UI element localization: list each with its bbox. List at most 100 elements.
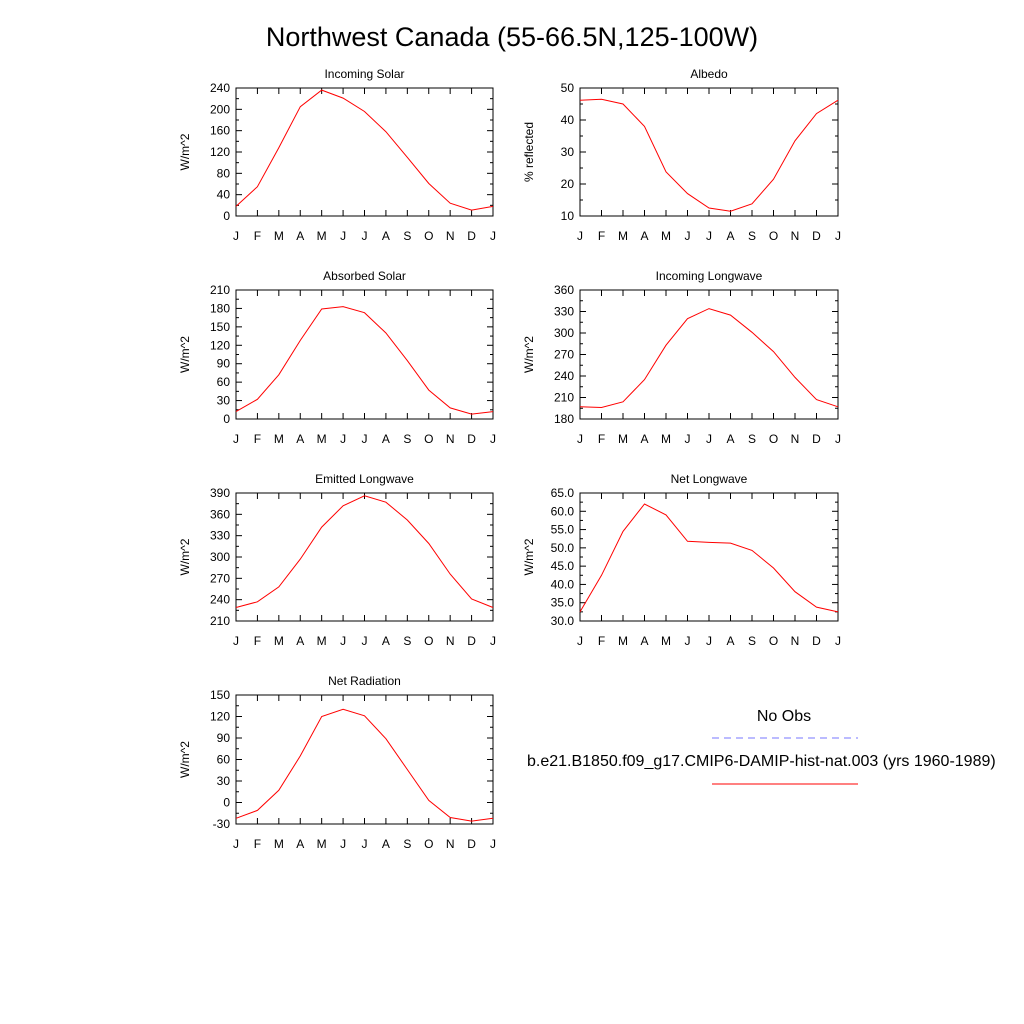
y-tick-label: 210 bbox=[210, 283, 230, 297]
x-tick-label: S bbox=[403, 634, 411, 648]
panel-title: Albedo bbox=[690, 67, 728, 81]
x-tick-label: J bbox=[362, 634, 368, 648]
y-axis-label: W/m^2 bbox=[178, 538, 192, 575]
figure-title: Northwest Canada (55-66.5N,125-100W) bbox=[266, 22, 758, 52]
y-tick-label: 0 bbox=[223, 209, 230, 223]
x-tick-label: S bbox=[403, 837, 411, 851]
x-tick-label: J bbox=[362, 432, 368, 446]
x-tick-label: J bbox=[362, 837, 368, 851]
x-tick-label: S bbox=[403, 229, 411, 243]
x-tick-label: S bbox=[748, 229, 756, 243]
y-tick-label: 45.0 bbox=[551, 559, 575, 573]
x-tick-label: S bbox=[403, 432, 411, 446]
y-tick-label: 50.0 bbox=[551, 541, 575, 555]
x-tick-label: M bbox=[274, 634, 284, 648]
panel-title: Net Radiation bbox=[328, 674, 401, 688]
x-tick-label: M bbox=[274, 837, 284, 851]
y-tick-label: 80 bbox=[217, 166, 231, 180]
plot-frame bbox=[235, 694, 494, 825]
x-tick-label: J bbox=[490, 229, 496, 243]
x-tick-label: F bbox=[254, 432, 261, 446]
x-tick-label: J bbox=[835, 634, 841, 648]
x-tick-label: J bbox=[706, 432, 712, 446]
panel-title: Absorbed Solar bbox=[323, 269, 406, 283]
y-tick-label: 10 bbox=[561, 209, 575, 223]
legend-model-label: b.e21.B1850.f09_g17.CMIP6-DAMIP-hist-nat… bbox=[527, 753, 996, 770]
y-tick-label: 120 bbox=[210, 338, 230, 352]
x-tick-label: M bbox=[317, 432, 327, 446]
y-axis-label: W/m^2 bbox=[522, 336, 536, 373]
x-tick-label: J bbox=[577, 634, 583, 648]
x-tick-label: S bbox=[748, 432, 756, 446]
panel-title: Incoming Solar bbox=[324, 67, 404, 81]
x-tick-label: J bbox=[706, 634, 712, 648]
y-tick-label: 40 bbox=[561, 113, 575, 127]
x-tick-label: A bbox=[382, 634, 390, 648]
x-tick-label: A bbox=[382, 229, 390, 243]
series-line-1 bbox=[579, 503, 839, 613]
x-tick-label: N bbox=[446, 634, 455, 648]
x-tick-label: A bbox=[640, 229, 648, 243]
x-tick-label: A bbox=[382, 432, 390, 446]
y-tick-label: 30 bbox=[217, 394, 231, 408]
x-tick-label: J bbox=[340, 432, 346, 446]
x-tick-label: M bbox=[274, 432, 284, 446]
y-tick-label: 120 bbox=[210, 145, 230, 159]
y-tick-label: 90 bbox=[217, 731, 231, 745]
x-tick-label: F bbox=[598, 432, 605, 446]
x-tick-label: D bbox=[812, 432, 821, 446]
y-tick-label: 60 bbox=[217, 753, 231, 767]
x-tick-label: D bbox=[467, 837, 476, 851]
x-tick-label: J bbox=[233, 229, 239, 243]
y-tick-label: 90 bbox=[217, 357, 231, 371]
x-tick-label: A bbox=[296, 229, 304, 243]
y-tick-label: 120 bbox=[210, 710, 230, 724]
y-tick-label: 210 bbox=[210, 614, 230, 628]
y-tick-label: -30 bbox=[213, 817, 231, 831]
x-tick-label: M bbox=[661, 634, 671, 648]
y-tick-label: 300 bbox=[210, 550, 230, 564]
x-tick-label: A bbox=[640, 432, 648, 446]
x-tick-label: M bbox=[618, 634, 628, 648]
y-tick-label: 40 bbox=[217, 188, 231, 202]
x-tick-label: F bbox=[254, 634, 261, 648]
y-axis-label: W/m^2 bbox=[178, 133, 192, 170]
y-tick-label: 360 bbox=[554, 283, 574, 297]
x-tick-label: O bbox=[769, 229, 778, 243]
panel-title: Incoming Longwave bbox=[656, 269, 763, 283]
y-tick-label: 30 bbox=[561, 145, 575, 159]
x-tick-label: O bbox=[424, 634, 433, 648]
legend-obs-label: No Obs bbox=[757, 708, 811, 725]
series-line-1 bbox=[235, 708, 494, 822]
x-tick-label: J bbox=[577, 229, 583, 243]
x-tick-label: D bbox=[812, 634, 821, 648]
y-tick-label: 40.0 bbox=[551, 577, 575, 591]
legend: No Obs b.e21.B1850.f09_g17.CMIP6-DAMIP-h… bbox=[527, 708, 996, 785]
y-tick-label: 330 bbox=[210, 529, 230, 543]
y-tick-label: 270 bbox=[210, 571, 230, 585]
y-tick-label: 180 bbox=[210, 301, 230, 315]
y-tick-label: 150 bbox=[210, 688, 230, 702]
x-tick-label: J bbox=[706, 229, 712, 243]
y-tick-label: 200 bbox=[210, 102, 230, 116]
series-line-1 bbox=[235, 495, 494, 608]
x-tick-label: A bbox=[296, 837, 304, 851]
x-tick-label: N bbox=[791, 634, 800, 648]
y-tick-label: 60.0 bbox=[551, 504, 575, 518]
panel-title: Net Longwave bbox=[671, 472, 748, 486]
x-tick-label: J bbox=[233, 634, 239, 648]
x-tick-label: M bbox=[661, 229, 671, 243]
series-line-1 bbox=[235, 306, 494, 415]
x-tick-label: J bbox=[685, 229, 691, 243]
y-tick-label: 150 bbox=[210, 320, 230, 334]
x-tick-label: J bbox=[685, 432, 691, 446]
plot-frame bbox=[579, 289, 839, 420]
y-tick-label: 240 bbox=[210, 81, 230, 95]
